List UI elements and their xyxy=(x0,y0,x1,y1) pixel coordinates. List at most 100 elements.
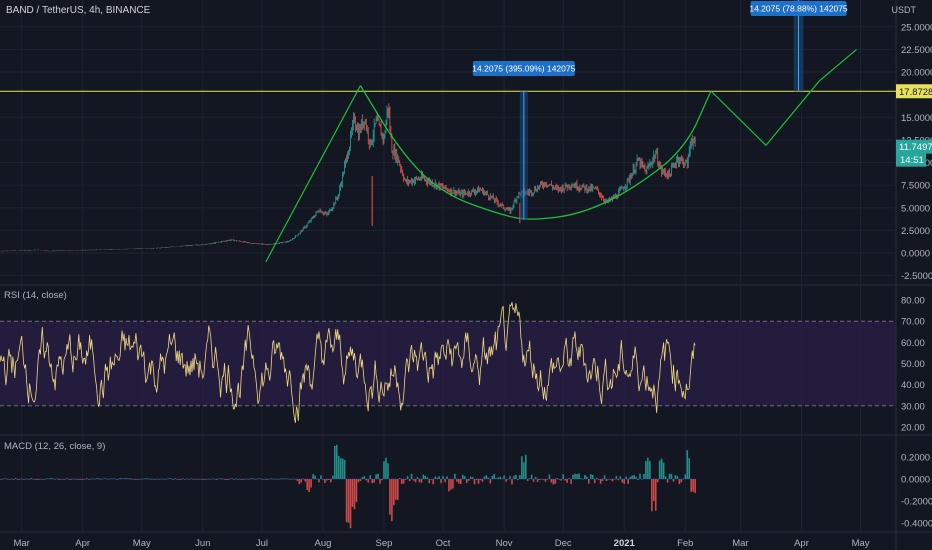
macd-bar xyxy=(400,479,403,485)
projection-path xyxy=(710,48,857,147)
measure-label-box xyxy=(472,61,575,76)
macd-bar xyxy=(481,479,484,482)
macd-bar xyxy=(363,476,366,479)
macd-bar xyxy=(469,476,472,479)
rsi-tick-label: 70.00 xyxy=(901,317,925,328)
price-tick-label: 22.5000 xyxy=(901,45,932,56)
macd-bar xyxy=(652,479,655,502)
macd-tick-label: -0.2000 xyxy=(901,497,932,508)
macd-bar xyxy=(530,474,533,479)
macd-bar xyxy=(649,460,651,479)
macd-bar xyxy=(686,450,689,479)
macd-bar xyxy=(552,479,555,485)
rsi-band xyxy=(0,321,896,406)
macd-bar xyxy=(601,479,604,481)
rsi-title[interactable]: RSI (14, close) xyxy=(4,290,67,301)
macd-bar xyxy=(593,479,596,484)
macd-bar xyxy=(483,476,486,479)
macd-bar xyxy=(367,479,370,483)
macd-bar xyxy=(396,479,399,501)
macd-bar xyxy=(544,479,547,482)
macd-bar xyxy=(119,478,121,479)
macd-bar xyxy=(355,479,358,503)
macd-bar xyxy=(473,479,476,485)
macd-bar xyxy=(556,478,559,479)
macd-bar xyxy=(448,479,450,492)
macd-bar xyxy=(30,478,33,479)
macd-bar xyxy=(229,478,232,479)
measure-label-text: 14.2075 (78.88%) 142075 xyxy=(749,4,848,14)
macd-bar xyxy=(450,479,452,490)
macd-bar xyxy=(97,478,100,479)
macd-bar xyxy=(572,474,574,479)
macd-bar xyxy=(430,479,433,480)
rsi-tick-label: 60.00 xyxy=(901,338,925,349)
macd-bar xyxy=(174,478,177,479)
macd-bar xyxy=(318,479,320,483)
macd-bar xyxy=(670,473,673,479)
macd-tick-label: 0.2000 xyxy=(901,453,930,464)
macd-bar xyxy=(375,474,377,479)
price-pane[interactable] xyxy=(0,103,696,252)
macd-bar xyxy=(586,476,588,479)
macd-bar xyxy=(125,478,127,479)
drawings-overlay[interactable]: 14.2075 (395.09%) 142075 14.2075 (78.88%)… xyxy=(0,0,896,263)
price-axis[interactable]: 25.000022.500020.000015.000012.500010.00… xyxy=(896,22,932,530)
rsi-pane[interactable] xyxy=(0,301,896,423)
macd-bar xyxy=(339,458,342,479)
macd-bar xyxy=(182,478,184,479)
macd-bar xyxy=(688,458,691,479)
macd-bar xyxy=(611,479,614,482)
rsi-tick-label: 50.00 xyxy=(901,359,925,370)
macd-bar xyxy=(296,479,299,481)
macd-pane[interactable] xyxy=(0,444,696,529)
macd-bar xyxy=(328,479,330,480)
macd-bar xyxy=(251,478,253,479)
time-tick-label: Apr xyxy=(794,538,809,549)
macd-bar xyxy=(668,473,671,479)
macd-bar xyxy=(672,479,675,482)
macd-bar xyxy=(34,479,37,480)
macd-bar xyxy=(548,474,551,479)
pattern-left-leg xyxy=(265,85,361,263)
macd-bar xyxy=(225,479,228,480)
macd-bar xyxy=(554,479,557,484)
time-axis[interactable]: Mar Apr May Jun Jul Aug Sep Oct Nov Dec 2021 Feb Mar… xyxy=(13,538,869,549)
macd-bar xyxy=(619,476,622,479)
macd-bar xyxy=(461,474,464,479)
macd-bar xyxy=(562,474,564,479)
macd-bar xyxy=(46,478,49,479)
macd-bar xyxy=(656,479,659,483)
macd-bar xyxy=(694,479,696,494)
macd-bar xyxy=(434,476,436,479)
macd-bar xyxy=(538,479,541,480)
macd-bar xyxy=(603,475,606,479)
macd-bar xyxy=(436,477,438,479)
macd-bar xyxy=(349,479,352,529)
macd-bar xyxy=(404,479,407,480)
macd-bar xyxy=(664,476,667,479)
macd-bar xyxy=(491,475,494,479)
currency-label: USDT xyxy=(891,5,917,15)
macd-bar xyxy=(389,479,391,515)
macd-bar xyxy=(458,479,460,484)
macd-bar xyxy=(467,479,470,481)
time-tick-label: Dec xyxy=(555,538,572,549)
macd-bar xyxy=(385,457,387,479)
macd-tick-label: 0.0000 xyxy=(901,475,930,486)
macd-bar xyxy=(654,479,657,511)
macd-bar xyxy=(532,479,535,482)
macd-bar xyxy=(599,479,602,484)
macd-bar xyxy=(369,475,372,479)
macd-bar xyxy=(471,477,474,479)
macd-title[interactable]: MACD (12, 26, close, 9) xyxy=(4,441,106,452)
price-tag xyxy=(896,84,932,99)
macd-bar xyxy=(414,479,417,483)
macd-bar xyxy=(16,479,19,480)
macd-bar xyxy=(519,475,521,479)
macd-bar xyxy=(300,479,303,483)
macd-bar xyxy=(408,479,411,482)
symbol-title[interactable]: BAND / TetherUS, 4h, BINANCE xyxy=(6,5,151,16)
macd-bar xyxy=(12,479,15,480)
